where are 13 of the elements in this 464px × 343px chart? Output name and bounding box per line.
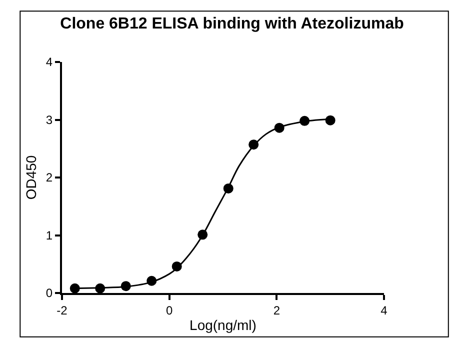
y-tick-label: 3 — [46, 112, 53, 127]
y-tick-label: 4 — [46, 55, 53, 70]
point — [70, 283, 80, 293]
x-tick-label: 4 — [380, 303, 388, 318]
y-tick-label: 0 — [46, 286, 53, 300]
x-tick-label: 2 — [273, 303, 280, 318]
y-tick-label: 1 — [46, 228, 53, 242]
x-tick-label: 0 — [166, 303, 173, 318]
chart-title: Clone 6B12 ELISA binding with Atezolizumab — [60, 15, 404, 32]
y-axis-title: OD450 — [23, 155, 40, 200]
y-tick-label: 2 — [46, 170, 53, 185]
x-axis-title: Log(ng/ml) — [190, 317, 256, 334]
x-tick-label: -2 — [56, 303, 68, 318]
